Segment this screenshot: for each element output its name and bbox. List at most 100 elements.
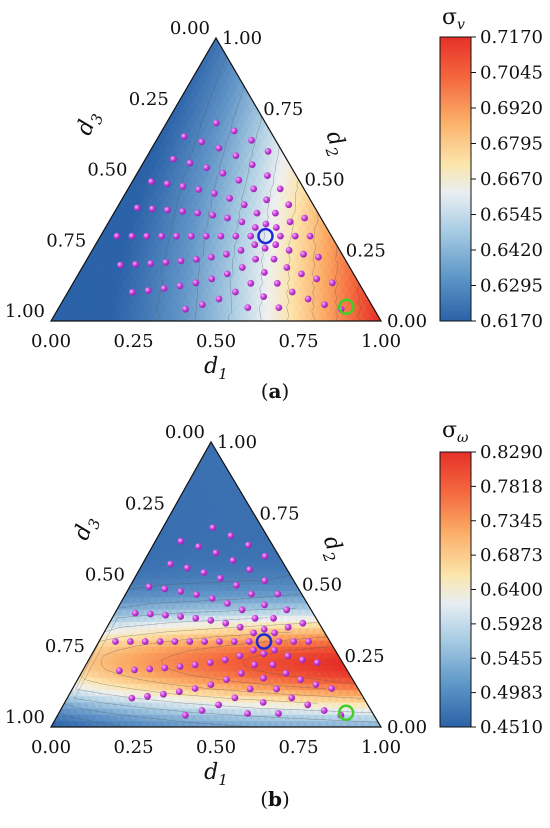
sample-point <box>223 676 230 683</box>
sample-point <box>244 541 252 549</box>
colorbar-tick-label: 0.6170 <box>480 311 543 332</box>
sample-point <box>276 185 284 193</box>
sample-point <box>273 279 281 287</box>
sample-point <box>116 667 123 675</box>
sample-point <box>192 614 200 622</box>
sample-point <box>248 590 255 598</box>
colorbar-tick-label: 0.7045 <box>480 63 543 84</box>
colorbar-tick-label: 0.5455 <box>480 648 543 669</box>
sample-point <box>186 638 194 645</box>
d3-tick-label: 0.50 <box>85 565 125 586</box>
d3-tick-label: 1.00 <box>5 301 45 322</box>
ternary-panel-a: 0.00 0.25 0.50 0.75 1.000.000.250.500.751.00… <box>5 5 543 403</box>
d2-axis-label: d2 <box>314 533 349 565</box>
sample-point <box>245 638 253 645</box>
sample-point <box>328 685 335 692</box>
contour-line <box>63 593 302 727</box>
sample-point <box>212 549 220 557</box>
sample-point <box>216 574 224 582</box>
sample-point <box>195 186 203 193</box>
contour-line <box>311 202 319 321</box>
sample-point <box>209 524 217 531</box>
colorbar-tick-label: 0.6295 <box>480 276 543 297</box>
sample-point <box>238 606 246 614</box>
sample-point <box>224 214 231 222</box>
sample-point <box>250 646 257 654</box>
d3-tick-label: 0.00 <box>170 18 210 39</box>
sample-point <box>313 659 321 666</box>
ternary-panel-b: 0.00 0.25 0.50 0.75 1.000.000.250.500.751.00… <box>5 418 543 811</box>
sample-point <box>215 144 223 152</box>
sample-point <box>272 209 279 217</box>
sample-point <box>244 304 252 311</box>
sample-point <box>141 638 149 645</box>
sample-point <box>161 585 169 593</box>
sample-point <box>128 288 136 296</box>
d3-axis-label: d3 <box>72 108 107 140</box>
sample-point <box>147 260 155 267</box>
sample-point <box>305 638 312 645</box>
d2-tick-label: 0.75 <box>260 503 300 524</box>
sample-point <box>170 155 177 163</box>
d3-tick-label: 0.75 <box>46 230 86 251</box>
sample-point <box>248 136 255 144</box>
sample-point <box>248 161 256 169</box>
sample-point <box>162 258 170 266</box>
sample-point <box>210 189 218 197</box>
d2-tick-label: 0.25 <box>346 240 386 261</box>
sample-point <box>212 119 220 127</box>
sample-point <box>131 609 139 617</box>
colorbar-tick-label: 0.6873 <box>480 545 543 566</box>
ternary-frame <box>49 440 383 728</box>
sample-point <box>290 638 298 645</box>
sample-point <box>180 133 188 140</box>
sample-point <box>160 285 168 292</box>
ternary-frame <box>49 36 383 322</box>
sample-point <box>202 232 210 240</box>
sample-point <box>273 685 280 693</box>
d2-tick-label: 0.25 <box>345 646 385 667</box>
colorbar-tick-label: 0.6545 <box>480 205 543 226</box>
sample-point <box>216 638 223 645</box>
d3-tick-label: 1.00 <box>5 707 45 728</box>
sample-point <box>192 279 200 287</box>
sample-point <box>132 260 139 268</box>
colorbar: 0.7170 0.7045 0.6920 0.6795 0.6670 0.6545 0.64… <box>439 5 543 332</box>
sample-points <box>113 119 345 313</box>
sample-point <box>183 564 191 572</box>
sample-point <box>232 232 240 240</box>
colorbar-tick-label: 0.4983 <box>480 683 543 704</box>
sample-point <box>298 270 305 278</box>
colorbar-title: σω <box>442 418 469 446</box>
colorbar-tick-label: 0.6400 <box>480 580 543 601</box>
sample-point <box>237 669 245 677</box>
sample-point <box>283 264 291 271</box>
sample-point <box>145 583 153 591</box>
sample-point <box>126 638 134 645</box>
sample-point <box>207 253 215 261</box>
sample-point <box>270 255 278 263</box>
d1-tick-label: 0.50 <box>196 737 236 758</box>
colorbar-tick-label: 0.6670 <box>480 169 543 190</box>
sample-point <box>217 232 225 240</box>
sample-point <box>148 205 156 213</box>
sample-point <box>207 617 215 624</box>
sample-point <box>192 255 200 263</box>
sample-point <box>182 305 189 313</box>
d1-tick-label: 0.50 <box>196 331 236 352</box>
sample-point <box>304 701 312 709</box>
sample-point <box>144 692 151 700</box>
sample-point <box>232 288 239 296</box>
sample-point <box>313 275 321 283</box>
sample-point <box>251 241 259 249</box>
sample-point <box>275 304 283 311</box>
sample-point <box>186 159 194 167</box>
sample-point <box>198 138 206 146</box>
d1-axis-label: d1 <box>204 760 228 789</box>
sample-point <box>215 295 223 303</box>
d1-tick-label: 0.25 <box>113 331 153 352</box>
d2-axis-label: d2 <box>317 128 352 160</box>
colorbar-gradient <box>439 36 472 322</box>
sample-point <box>232 581 240 589</box>
sample-point <box>223 250 230 258</box>
